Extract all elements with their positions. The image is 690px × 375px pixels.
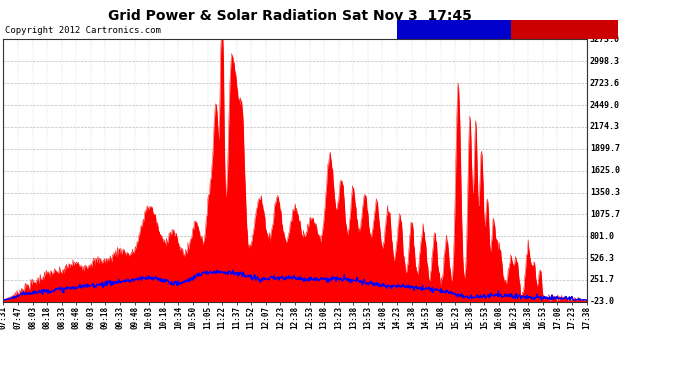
Text: Grid Power & Solar Radiation Sat Nov 3  17:45: Grid Power & Solar Radiation Sat Nov 3 1… xyxy=(108,9,472,23)
Text: 2449.0: 2449.0 xyxy=(590,100,620,109)
Text: 2998.3: 2998.3 xyxy=(590,57,620,66)
Text: 1625.0: 1625.0 xyxy=(590,166,620,175)
Text: -23.0: -23.0 xyxy=(590,297,615,306)
Text: 2723.6: 2723.6 xyxy=(590,79,620,88)
Text: Radiation (W/m2): Radiation (W/m2) xyxy=(411,25,497,34)
Text: 801.0: 801.0 xyxy=(590,232,615,241)
Text: 1899.7: 1899.7 xyxy=(590,144,620,153)
Text: Copyright 2012 Cartronics.com: Copyright 2012 Cartronics.com xyxy=(5,26,161,35)
Text: 526.3: 526.3 xyxy=(590,254,615,262)
Text: 1075.7: 1075.7 xyxy=(590,210,620,219)
Text: 251.7: 251.7 xyxy=(590,276,615,285)
Text: 2174.3: 2174.3 xyxy=(590,122,620,131)
Text: 3273.0: 3273.0 xyxy=(590,35,620,44)
Text: Grid (AC Watts): Grid (AC Watts) xyxy=(524,25,604,34)
Text: 1350.3: 1350.3 xyxy=(590,188,620,197)
